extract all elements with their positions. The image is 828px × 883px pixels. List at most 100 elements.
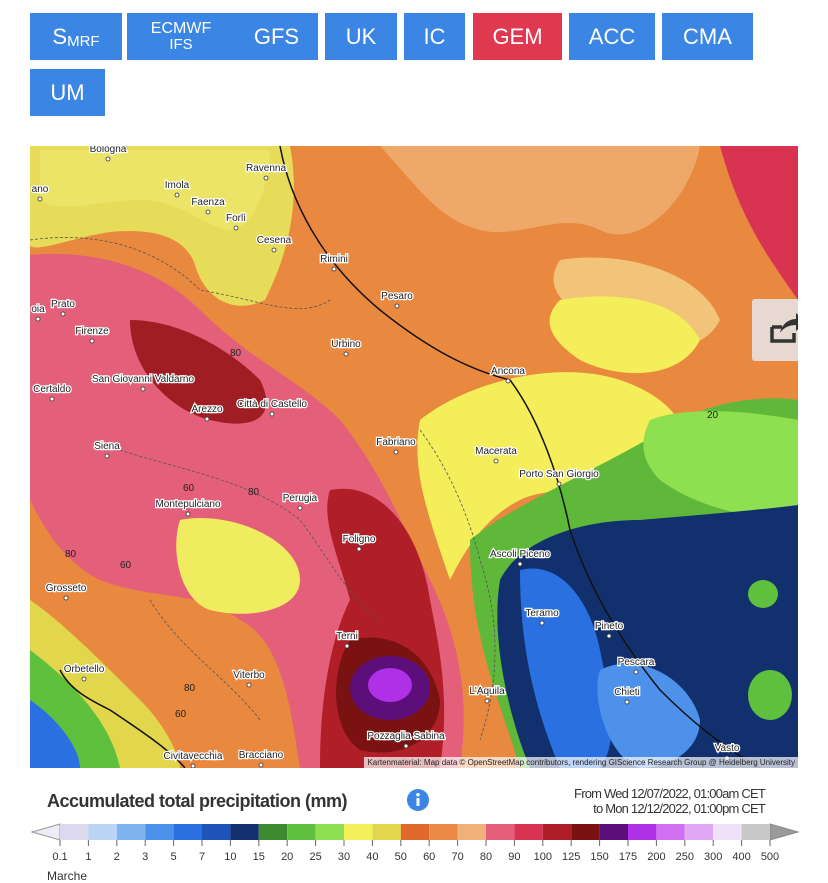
button-label: ACC	[588, 23, 636, 49]
scale-label: 25	[309, 851, 321, 863]
scale-label: 20	[281, 851, 293, 863]
scale-swatch	[741, 824, 770, 840]
scale-swatch	[628, 824, 657, 840]
model-button[interactable]: ACC	[569, 13, 655, 60]
city-label: Pineto	[595, 621, 624, 632]
city-dot	[297, 505, 303, 511]
city-dot	[190, 763, 196, 768]
button-label: IC	[423, 23, 446, 49]
city-label: Vasto	[715, 743, 740, 754]
contour-label: 80	[248, 487, 260, 498]
city-label: Teramo	[525, 608, 559, 619]
city-label: ano	[32, 184, 49, 195]
scale-label: 300	[704, 851, 722, 863]
city-label: Porto San Giorgio	[519, 469, 599, 480]
city-dot	[493, 458, 499, 464]
city-label: Macerata	[475, 446, 517, 457]
city-dot	[403, 743, 409, 749]
scale-swatch	[599, 824, 628, 840]
scale-label: 125	[562, 851, 580, 863]
scale-label: 80	[480, 851, 492, 863]
city-label: Certaldo	[33, 384, 71, 395]
scale-label: 500	[761, 851, 779, 863]
scale-arrow-right	[769, 823, 800, 841]
scale-label: 50	[395, 851, 407, 863]
scale-swatch	[287, 824, 316, 840]
button-sublabel: IFS	[169, 36, 193, 53]
city-dot	[606, 633, 612, 639]
scale-label: 15	[253, 851, 265, 863]
scale-swatch	[542, 824, 572, 840]
city-dot	[393, 449, 399, 455]
city-dot	[89, 338, 95, 344]
share-button[interactable]	[752, 299, 798, 361]
model-button[interactable]: GEM	[473, 13, 562, 60]
city-dot	[35, 316, 41, 322]
contour-label: 80	[230, 348, 242, 359]
city-dot	[246, 682, 252, 688]
model-button[interactable]: S MRF	[30, 13, 122, 60]
scale-swatch	[315, 824, 344, 840]
scale-label: 1	[85, 851, 91, 863]
model-button[interactable]: CMA	[662, 13, 753, 60]
scale-swatch	[713, 824, 742, 840]
scale-swatch	[429, 824, 458, 840]
city-label: Orbetello	[64, 664, 105, 675]
city-label: Pozzaglia Sabina	[367, 731, 445, 742]
city-label: Pesaro	[381, 291, 413, 302]
city-label: Terni	[336, 631, 358, 642]
contour-label: 80	[184, 683, 196, 694]
city-label: Siena	[94, 441, 120, 452]
scale-swatch	[514, 824, 543, 840]
city-dot	[263, 175, 269, 181]
city-dot	[49, 396, 55, 402]
scale-label: 200	[647, 851, 665, 863]
city-dot	[343, 351, 349, 357]
city-label: Perugia	[283, 493, 318, 504]
contour-label: 60	[175, 709, 187, 720]
city-label: Faenza	[191, 197, 225, 208]
city-label: Rimini	[320, 254, 348, 265]
scale-swatch	[571, 824, 600, 840]
city-dot	[233, 225, 239, 231]
contour-label: 80	[65, 549, 77, 560]
city-dot	[204, 416, 210, 422]
model-button[interactable]: IC	[404, 13, 465, 60]
city-dot	[624, 699, 630, 705]
model-button[interactable]: ECMWF IFS	[127, 13, 235, 60]
scale-label: 3	[142, 851, 148, 863]
city-label: Grosseto	[46, 583, 87, 594]
contour-label: 60	[120, 560, 132, 571]
city-dot	[174, 192, 180, 198]
city-label: Ancona	[491, 366, 525, 377]
model-button[interactable]: UM	[30, 69, 105, 116]
city-label: Arezzo	[191, 404, 223, 415]
button-label: GFS	[253, 23, 300, 49]
color-scale: 0.1 1 2 3 5 7 10 15 20 25 30 40 50 60 70 80 90 100 125 150 1…	[30, 823, 800, 863]
share-icon	[770, 313, 798, 343]
city-dot	[556, 481, 562, 487]
scale-swatch	[457, 824, 486, 840]
info-icon[interactable]	[407, 789, 431, 813]
scale-label: 7	[199, 851, 205, 863]
city-dot	[60, 311, 66, 317]
city-label: Cesena	[257, 235, 292, 246]
city-label: Ascoli Piceno	[490, 549, 550, 560]
city-label: Prato	[51, 299, 75, 310]
scale-swatch	[258, 824, 288, 840]
city-dot	[258, 762, 264, 768]
model-button[interactable]: UK	[325, 13, 397, 60]
scale-label: 90	[508, 851, 520, 863]
scale-label: 150	[590, 851, 608, 863]
scale-swatch	[372, 824, 401, 840]
region-label: Marche	[47, 869, 88, 883]
contour-label: 60	[183, 483, 195, 494]
city-dot	[81, 676, 87, 682]
city-dot	[269, 411, 275, 417]
city-dot	[63, 595, 69, 601]
model-button[interactable]: GFS	[235, 13, 318, 60]
button-label: UK	[345, 23, 377, 49]
scale-swatch	[344, 824, 373, 840]
